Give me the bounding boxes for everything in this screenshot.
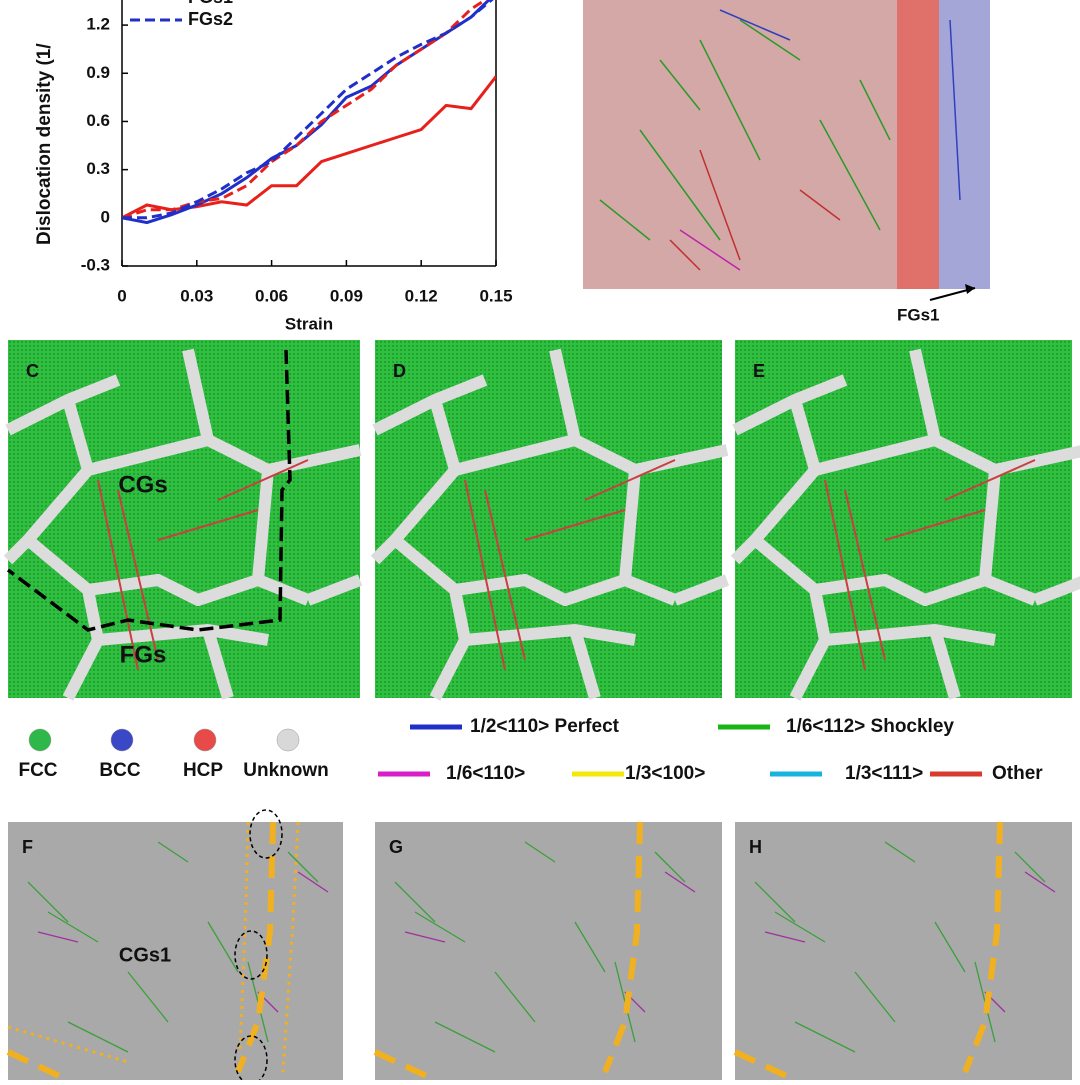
panel-letter: C [26, 361, 39, 381]
panel-letter: D [393, 361, 406, 381]
x-tick-label: 0.12 [405, 286, 438, 305]
atom-panel: C CGs FGs [3, 340, 363, 701]
atom-label: HCP [183, 760, 223, 781]
atom-image [8, 340, 360, 698]
grain-boundary [6, 821, 276, 1083]
stacking-faults [824, 459, 1036, 671]
y-tick-label: 0 [101, 207, 110, 226]
atom-swatch [276, 728, 300, 752]
dislocations [394, 841, 686, 1053]
x-tick-label: 0.06 [255, 286, 288, 305]
dislocation-label: 1/3<100> [625, 763, 705, 784]
atom-label: FCC [18, 760, 57, 781]
dislocation-panel: H [733, 821, 1072, 1083]
dislocation-image [735, 822, 1072, 1080]
dislocations [27, 841, 319, 1053]
dislocation-label: Other [992, 763, 1043, 784]
grain-boundaries [370, 348, 730, 701]
atom-image [735, 340, 1072, 698]
dislocation-label: 1/3<111> [845, 763, 923, 784]
fg-region [897, 0, 939, 289]
panel-b: FGs1 [583, 0, 990, 324]
region-label: FGs1 [897, 305, 940, 324]
y-tick-label: 0.3 [86, 159, 110, 178]
fg-outline [7, 821, 300, 1073]
atom-image [375, 340, 722, 698]
dislocation-label: 1/6<110> [446, 763, 525, 784]
x-axis-label: Strain [285, 314, 333, 333]
dislocation-label: 1/6<112> Shockley [786, 716, 954, 737]
dislocation-panel: G [373, 821, 722, 1083]
dislocation-image [8, 822, 343, 1080]
boundary-line [6, 349, 292, 632]
x-tick-label: 0.15 [479, 286, 512, 305]
region-label: CGs [118, 471, 167, 498]
grain-boundary [733, 821, 1003, 1083]
atom-panel: D [370, 340, 730, 701]
stacking-faults [464, 459, 676, 671]
atom-swatch [193, 728, 217, 752]
grain-boundaries [730, 348, 1080, 701]
panel-letter: E [753, 361, 765, 381]
atom-swatch [110, 728, 134, 752]
y-tick-label: 0.9 [86, 63, 110, 82]
atom-label: Unknown [243, 760, 329, 781]
dislocation-label: 1/2<110> Perfect [470, 716, 620, 737]
panel-letter: F [22, 837, 33, 857]
stacking-faults [97, 459, 309, 671]
highlight [234, 930, 268, 980]
panel-letter: H [749, 837, 762, 857]
region-label: FGs [120, 641, 167, 668]
y-axis-label: Dislocation density (1/ [34, 43, 55, 245]
legend-label: FGs2 [188, 9, 233, 29]
highlight [249, 809, 283, 859]
arrow-head [965, 284, 975, 294]
y-tick-label: 0.6 [86, 111, 110, 130]
x-tick-label: 0.03 [180, 286, 213, 305]
dislocation-panels: F CGs1 G H [6, 809, 1072, 1085]
series-line [122, 0, 494, 220]
panel-letter: G [389, 837, 403, 857]
legend-label: FGs1 [188, 0, 233, 7]
x-tick-label: 0 [117, 286, 126, 305]
dislocations [754, 841, 1046, 1053]
dislocations [599, 9, 961, 271]
atom-panels: C CGs FGs D E [3, 340, 1080, 701]
atom-panel: E [730, 340, 1080, 701]
legends: FCC BCC HCP Unknown 1/2<110> Perfect 1/6<112>… [18, 716, 1043, 784]
cg-region [583, 0, 897, 289]
x-tick-label: 0.09 [330, 286, 363, 305]
region-label: CGs1 [119, 944, 171, 966]
y-tick-label: -0.3 [81, 255, 110, 274]
dislocation-panel: F CGs1 [6, 809, 343, 1085]
fg-region [939, 0, 990, 289]
atom-label: BCC [99, 760, 140, 781]
grain-boundary [373, 821, 643, 1083]
series-line [122, 0, 488, 220]
atom-swatch [28, 728, 52, 752]
line-chart: -0.3 0 0.3 0.6 0.9 1.2 0 0.03 0.06 0.09 0.12 0.15 St… [34, 0, 513, 333]
series-line [122, 75, 496, 220]
y-tick-label: 1.2 [86, 15, 110, 34]
dislocation-image [375, 822, 722, 1080]
